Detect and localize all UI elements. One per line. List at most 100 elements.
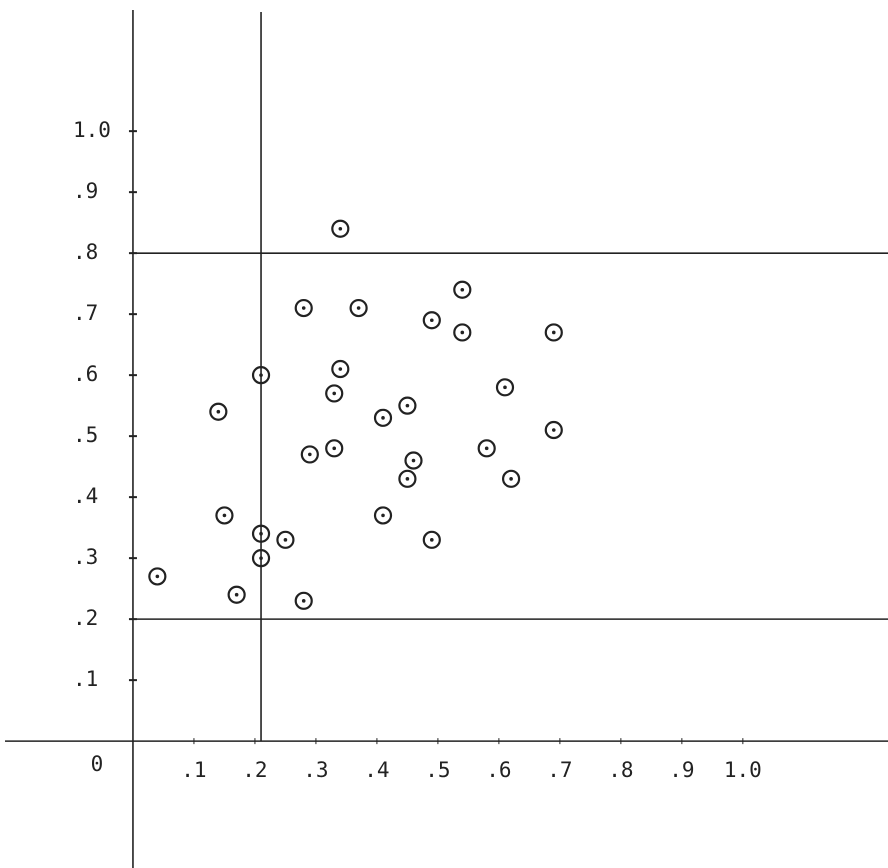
point-dot xyxy=(308,452,312,457)
point-ring xyxy=(209,402,228,421)
point xyxy=(276,530,295,549)
point-dot xyxy=(338,367,343,371)
point xyxy=(544,323,563,342)
point xyxy=(300,445,319,464)
point xyxy=(422,311,441,330)
point-ring xyxy=(422,311,441,330)
point-dot xyxy=(216,409,221,414)
point-dot xyxy=(338,226,343,231)
point-ring xyxy=(453,280,472,299)
x-tick-label: .4 xyxy=(364,758,389,782)
point xyxy=(331,219,350,238)
y-tick-label: .6 xyxy=(73,362,98,386)
point-dot xyxy=(222,513,227,518)
point-ring xyxy=(227,585,246,604)
point-dot xyxy=(155,574,160,579)
point-ring xyxy=(331,359,350,379)
point xyxy=(477,439,496,458)
y-tick-label: 1.0 xyxy=(73,118,111,142)
y-tick-label: .8 xyxy=(73,240,98,264)
x-tick-label: .7 xyxy=(547,758,572,782)
point xyxy=(453,280,472,299)
point-dot xyxy=(460,330,465,335)
point-dot xyxy=(551,330,556,335)
point xyxy=(544,420,563,440)
point-dot xyxy=(405,477,410,481)
point xyxy=(373,506,393,525)
x-tick-label: .6 xyxy=(486,758,511,782)
point-dot xyxy=(301,306,306,310)
x-tick-label: .9 xyxy=(669,758,694,782)
point-ring xyxy=(501,469,521,488)
point-ring xyxy=(544,323,563,342)
point-ring xyxy=(477,439,496,458)
x-tick-label: .2 xyxy=(242,758,267,782)
point-ring xyxy=(373,408,393,427)
point xyxy=(215,506,234,525)
point-dot xyxy=(259,373,263,377)
point-ring xyxy=(422,530,441,549)
point-dot xyxy=(405,403,410,408)
y-tick-label: .3 xyxy=(73,545,98,569)
point-dot xyxy=(283,538,288,542)
x-tick-label: .1 xyxy=(181,758,206,782)
point xyxy=(294,591,313,610)
point xyxy=(331,359,350,379)
point-ring xyxy=(453,323,472,342)
point-dot xyxy=(332,446,337,451)
point-ring xyxy=(544,420,563,440)
point-ring xyxy=(349,298,368,318)
point-ring xyxy=(251,549,271,568)
point-dot xyxy=(259,556,263,560)
point-ring xyxy=(373,506,393,525)
y-tick-label: .2 xyxy=(73,606,98,630)
x-tick-label: 1.0 xyxy=(724,758,762,782)
point-ring xyxy=(251,524,271,543)
point-ring xyxy=(398,396,417,415)
point xyxy=(251,366,271,385)
point-ring xyxy=(495,378,515,397)
point-ring xyxy=(325,384,344,403)
point xyxy=(251,549,271,568)
point xyxy=(398,469,417,488)
point-ring xyxy=(398,469,417,488)
y-tick-label: .1 xyxy=(73,667,98,691)
origin-label: 0 xyxy=(91,752,104,776)
point xyxy=(404,451,423,470)
point-dot xyxy=(332,391,337,396)
point xyxy=(209,402,228,421)
x-tick-label: .8 xyxy=(608,758,633,782)
point xyxy=(422,530,441,549)
x-tick-label: .3 xyxy=(303,758,328,782)
point xyxy=(251,524,271,543)
point xyxy=(325,439,344,458)
point-ring xyxy=(215,506,234,525)
y-tick-label: .7 xyxy=(73,301,98,325)
point-ring xyxy=(251,366,271,385)
point-dot xyxy=(356,306,361,310)
point-dot xyxy=(411,458,416,463)
y-tick-label: .4 xyxy=(73,484,98,508)
point-ring xyxy=(300,445,319,464)
point xyxy=(294,298,313,318)
point-dot xyxy=(301,599,306,603)
point-ring xyxy=(404,451,423,470)
point-ring xyxy=(331,219,350,238)
point xyxy=(495,378,515,397)
point-dot xyxy=(234,592,239,597)
point-dot xyxy=(430,318,434,323)
point xyxy=(325,384,344,403)
point-ring xyxy=(294,298,313,318)
point-ring xyxy=(325,439,344,458)
point-dot xyxy=(503,385,507,390)
point xyxy=(349,298,368,318)
point xyxy=(227,585,246,604)
point xyxy=(148,567,167,586)
y-tick-label: .5 xyxy=(73,423,98,447)
point-ring xyxy=(276,530,295,549)
point-dot xyxy=(460,287,465,292)
point-dot xyxy=(381,416,385,420)
point-dot xyxy=(430,538,434,542)
